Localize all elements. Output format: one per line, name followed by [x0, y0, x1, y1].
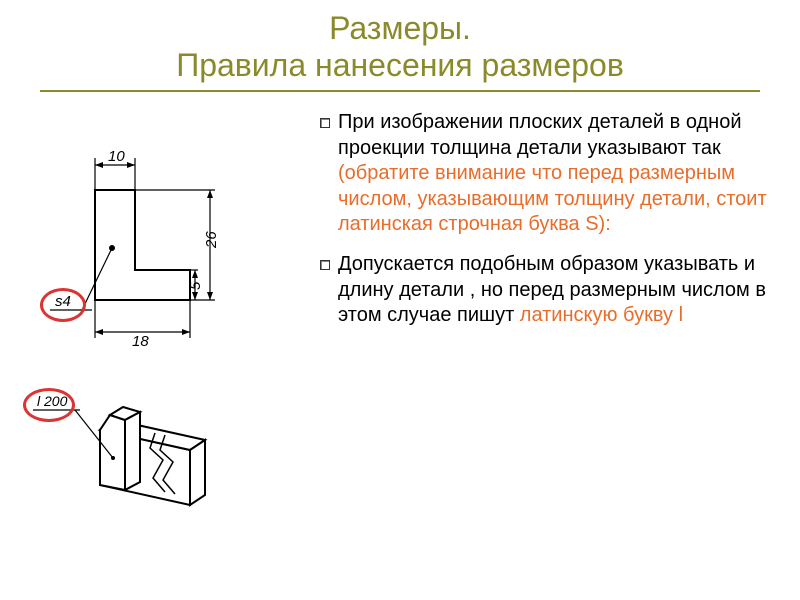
bullet-2: Допускается подобным образом указывать и… — [320, 252, 770, 329]
diagrams-column: 10 26 5 18 s4 — [10, 110, 310, 530]
slide-title: Размеры. Правила нанесения размеров — [0, 0, 800, 84]
bullet-2-text: Допускается подобным образом указывать и… — [338, 252, 770, 329]
bullet-1-text: При изображении плоских деталей в одной … — [338, 110, 770, 238]
title-line2: Правила нанесения размеров — [20, 47, 780, 84]
bullet-marker-icon — [320, 118, 330, 128]
bullet-1: При изображении плоских деталей в одной … — [320, 110, 770, 238]
bullet-2-highlight: латинскую букву l — [520, 304, 683, 326]
dim-top: 10 — [108, 148, 125, 165]
dim-bottom: 18 — [132, 333, 149, 350]
red-circle-thickness — [40, 288, 86, 322]
text-column: При изображении плоских деталей в одной … — [310, 110, 770, 530]
title-line1: Размеры. — [20, 10, 780, 47]
diagram-length: l 200 — [15, 370, 310, 530]
content-area: 10 26 5 18 s4 — [0, 92, 800, 530]
dim-right-outer: 26 — [203, 231, 220, 249]
red-circle-length — [23, 388, 75, 422]
bullet-1-highlight: (обратите внимание что перед размерным ч… — [338, 162, 767, 235]
bullet-marker-icon — [320, 260, 330, 270]
dim-right-inner: 5 — [187, 281, 204, 290]
bullet-1-plain: При изображении плоских деталей в одной … — [338, 111, 742, 159]
diagram-thickness: 10 26 5 18 s4 — [20, 120, 310, 350]
